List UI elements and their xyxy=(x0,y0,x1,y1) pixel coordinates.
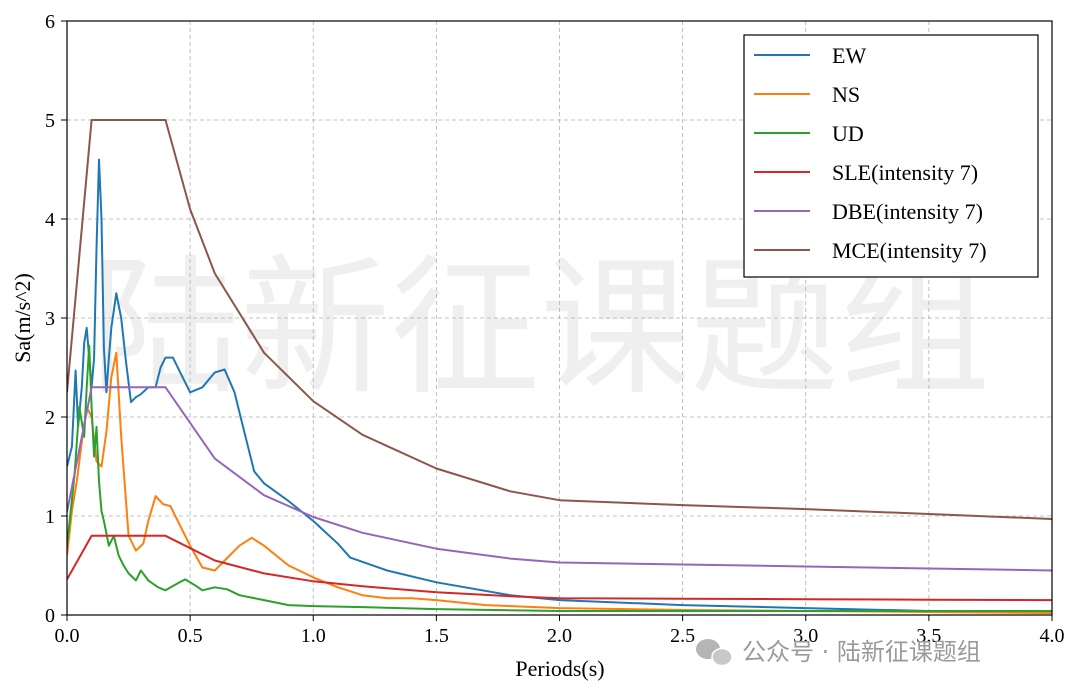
legend-entry-label: MCE(intensity 7) xyxy=(832,238,987,263)
legend-entry-label: EW xyxy=(832,43,866,68)
wechat-icon xyxy=(696,639,733,667)
x-tick-label: 2.5 xyxy=(670,625,695,647)
y-tick-label: 2 xyxy=(45,407,55,429)
y-tick-label: 3 xyxy=(45,308,55,330)
series-line-mce-intensity-7 xyxy=(67,119,1052,520)
x-tick-label: 4.0 xyxy=(1040,625,1065,647)
x-tick-label: 3.5 xyxy=(916,625,941,647)
legend-entry-label: SLE(intensity 7) xyxy=(832,160,978,185)
legend-entry-label: DBE(intensity 7) xyxy=(832,199,983,224)
legend-entry-label: NS xyxy=(832,82,860,107)
footer-watermark-text: 公众号 · 陆新征课题组 xyxy=(742,638,981,666)
x-axis-title: Periods(s) xyxy=(515,656,604,681)
y-tick-label: 5 xyxy=(45,110,55,132)
x-axis-ticks: 0.0 0.5 1.0 1.5 2.0 2.5 3.0 3.5 4.0 xyxy=(55,615,1065,647)
y-tick-label: 4 xyxy=(45,209,55,231)
plot-area xyxy=(67,119,1052,614)
x-tick-label: 3.0 xyxy=(793,625,818,647)
x-tick-label: 2.0 xyxy=(547,625,572,647)
y-tick-label: 0 xyxy=(45,605,55,627)
y-axis-ticks: 0 1 2 3 4 5 6 xyxy=(45,11,67,627)
x-tick-label: 1.0 xyxy=(301,625,326,647)
wechat-footer: 公众号 · 陆新征课题组 xyxy=(696,638,981,667)
series-line-dbe-intensity-7 xyxy=(67,386,1052,572)
legend-box xyxy=(743,34,1039,278)
x-tick-label: 0.0 xyxy=(55,625,80,647)
series-line-sle-intensity-7 xyxy=(67,534,1052,602)
legend-entry-label: UD xyxy=(832,121,864,146)
y-tick-label: 6 xyxy=(45,11,55,33)
series-line-ud xyxy=(67,344,1052,612)
y-axis-title: Sa(m/s^2) xyxy=(10,273,35,363)
legend: EW NS UD SLE(intensity 7) DBE(intensity 7) MC… xyxy=(743,34,1039,278)
y-tick-label: 1 xyxy=(45,506,55,528)
x-tick-label: 1.5 xyxy=(424,625,449,647)
x-tick-label: 0.5 xyxy=(178,625,203,647)
